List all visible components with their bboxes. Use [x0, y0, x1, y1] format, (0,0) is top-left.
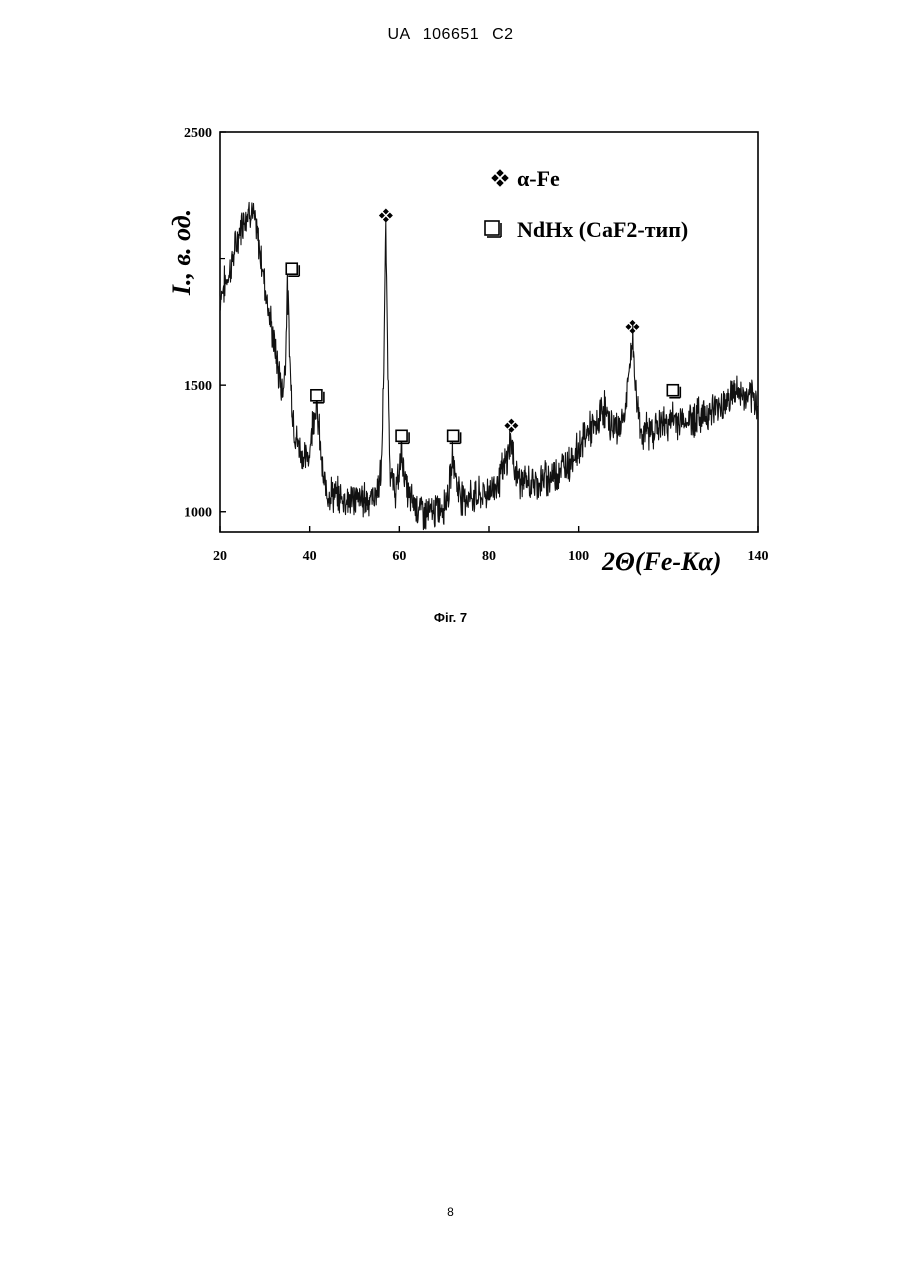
y-axis-label: I., в. од. [167, 209, 196, 296]
legend: α-Fe NdHx (CaF2-тип) [485, 166, 688, 242]
diamond-petal [501, 174, 509, 182]
nd-hydride-peak-marker [396, 430, 409, 443]
patent-header: UA 106651 C2 [0, 26, 901, 44]
y-tick-label: 1500 [184, 379, 212, 394]
diamond-petal [629, 320, 635, 326]
x-tick-label: 40 [303, 549, 317, 564]
page-number: 8 [0, 1205, 901, 1219]
x-tick-label: 80 [482, 549, 496, 564]
plot-border [220, 132, 758, 532]
diffraction-series [220, 202, 758, 529]
x-tick-label: 60 [392, 549, 406, 564]
y-tick-label: 2500 [184, 126, 212, 141]
diamond-petal [496, 179, 504, 187]
nd-hydride-peak-marker [667, 385, 680, 398]
alpha-fe-peak-marker [504, 419, 518, 433]
series-layer [220, 202, 758, 529]
x-axis-label: 2Θ(Fe-Kα) [601, 547, 721, 576]
x-tick-label: 140 [748, 549, 769, 564]
square-marker-box [448, 430, 459, 441]
legend-nd-hydride-icon [485, 221, 501, 237]
nd-hydride-peak-marker [286, 263, 299, 276]
diamond-petal [504, 423, 510, 429]
diamond-petal [508, 419, 514, 425]
square-marker-box [485, 221, 499, 235]
diamond-petal [379, 213, 385, 219]
alpha-fe-peak-marker [379, 209, 393, 223]
diamond-petal [387, 213, 393, 219]
peak-markers [286, 209, 680, 444]
diamond-petal [512, 423, 518, 429]
legend-alpha-fe-icon [491, 169, 509, 187]
diamond-petal [625, 324, 631, 330]
x-tick-label: 20 [213, 549, 227, 564]
y-tick-label: 1000 [184, 506, 212, 521]
nd-hydride-peak-marker [448, 430, 461, 443]
diamond-petal [383, 209, 389, 215]
diamond-petal [633, 324, 639, 330]
legend-nd-hydride-label: NdHx (CaF2-тип) [517, 217, 688, 242]
nd-hydride-peak-marker [311, 390, 324, 403]
square-marker-box [667, 385, 678, 396]
figure-caption: Фіг. 7 [0, 610, 901, 625]
xrd-chart: 20 40 60 80 100 140 1000 1500 2500 α-Fe NdHx (CaF… [150, 110, 790, 610]
xrd-figure: 20 40 60 80 100 140 1000 1500 2500 α-Fe NdHx (CaF… [150, 110, 790, 610]
legend-alpha-fe-label: α-Fe [517, 166, 560, 191]
diamond-petal [496, 169, 504, 177]
diamond-petal [383, 217, 389, 223]
square-marker-box [396, 430, 407, 441]
square-marker-box [311, 390, 322, 401]
square-marker-box [286, 263, 297, 274]
diamond-petal [629, 328, 635, 334]
plot-frame [220, 132, 758, 532]
x-tick-label: 100 [568, 549, 589, 564]
diamond-petal [491, 174, 499, 182]
